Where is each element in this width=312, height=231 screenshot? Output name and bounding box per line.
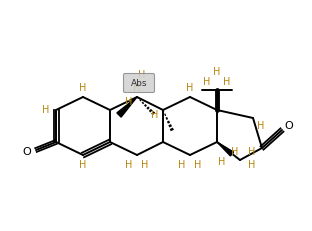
- Text: H: H: [248, 147, 256, 157]
- Text: H: H: [79, 83, 87, 93]
- Text: H: H: [178, 160, 186, 170]
- Text: H: H: [213, 67, 221, 77]
- Polygon shape: [117, 97, 137, 117]
- Text: O: O: [285, 121, 293, 131]
- Text: H: H: [231, 147, 239, 157]
- Text: H: H: [186, 83, 194, 93]
- Text: H: H: [138, 70, 146, 80]
- Text: H: H: [257, 121, 265, 131]
- Text: H: H: [133, 83, 141, 93]
- Text: H: H: [42, 105, 50, 115]
- Text: H: H: [203, 77, 211, 87]
- Text: Abs: Abs: [131, 79, 147, 88]
- Text: H: H: [141, 160, 149, 170]
- Text: H: H: [151, 110, 159, 120]
- Text: H: H: [79, 160, 87, 170]
- Text: H: H: [223, 77, 231, 87]
- Text: H: H: [125, 97, 133, 107]
- FancyBboxPatch shape: [124, 73, 154, 92]
- Text: H: H: [125, 160, 133, 170]
- Text: H: H: [194, 160, 202, 170]
- Text: H: H: [248, 160, 256, 170]
- Polygon shape: [217, 142, 234, 156]
- Text: H: H: [218, 157, 226, 167]
- Text: O: O: [23, 147, 32, 157]
